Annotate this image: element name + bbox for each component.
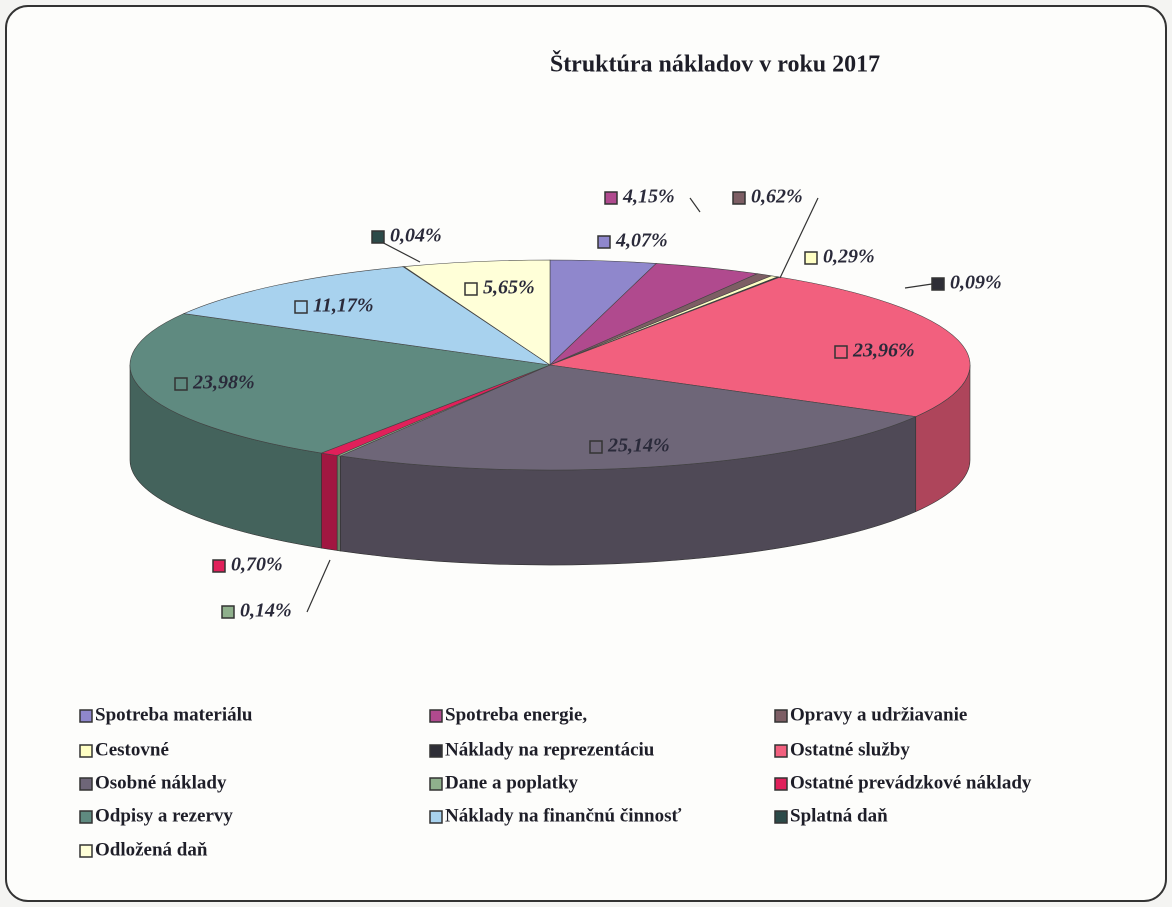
legend-label: Náklady na reprezentáciu: [445, 739, 655, 760]
legend-label: Osobné náklady: [95, 772, 227, 793]
legend-swatch: [774, 744, 788, 758]
label-swatch: [212, 559, 226, 573]
legend-swatch: [429, 810, 443, 824]
legend-label: Odložená daň: [95, 839, 208, 860]
slice: [182, 266, 551, 366]
data-label: 5,65%: [483, 277, 535, 299]
label-swatch: [464, 282, 478, 296]
legend-label: Spotreba materiálu: [95, 704, 253, 725]
label-swatch: [371, 230, 385, 244]
data-label: 23,96%: [852, 340, 915, 362]
label-swatch: [834, 345, 848, 359]
leader-line: [904, 283, 933, 289]
leader-line: [779, 197, 819, 279]
legend-swatch: [429, 709, 443, 723]
leader-line: [689, 197, 701, 213]
label-swatch: [589, 440, 603, 454]
label-swatch: [174, 377, 188, 391]
slice: [129, 313, 552, 454]
legend-label: Dane a poplatky: [445, 772, 579, 793]
legend-label: Opravy a udržiavanie: [790, 704, 967, 725]
legend-swatch: [429, 777, 443, 791]
label-swatch: [221, 605, 235, 619]
legend-swatch: [429, 744, 443, 758]
label-swatch: [294, 300, 308, 314]
data-label: 0,09%: [950, 272, 1002, 294]
legend-label: Odpisy a rezervy: [95, 805, 233, 826]
legend-swatch: [774, 777, 788, 791]
slice: [549, 276, 971, 417]
legend-label: Cestovné: [95, 739, 169, 760]
data-label: 0,70%: [231, 554, 283, 576]
legend-swatch: [79, 709, 93, 723]
data-label: 11,17%: [313, 295, 374, 317]
label-swatch: [604, 191, 618, 205]
legend-label: Ostatné prevádzkové náklady: [790, 772, 1032, 793]
legend-label: Spotreba energie,: [445, 704, 587, 725]
legend-label: Ostatné služby: [790, 739, 910, 760]
legend-swatch: [79, 744, 93, 758]
data-label: 23,98%: [192, 372, 255, 394]
slice-side: [321, 452, 338, 551]
label-swatch: [931, 277, 945, 291]
leader-line: [306, 559, 331, 613]
label-swatch: [597, 235, 611, 249]
label-swatch: [732, 191, 746, 205]
legend-swatch: [774, 709, 788, 723]
data-label: 0,29%: [823, 246, 875, 268]
pie-tops: [129, 259, 971, 471]
legend-swatch: [79, 844, 93, 858]
legend-swatch: [79, 777, 93, 791]
data-label: 25,14%: [607, 435, 670, 457]
data-label: 0,14%: [240, 600, 292, 622]
slice: [339, 364, 917, 471]
legend-label: Splatná daň: [790, 805, 888, 826]
data-label: 0,62%: [751, 186, 803, 208]
data-label: 4,15%: [622, 186, 675, 208]
slice: [403, 259, 551, 366]
legend-swatch: [774, 810, 788, 824]
pie-sides: [129, 364, 971, 566]
legend-swatch: [79, 810, 93, 824]
data-label: 0,04%: [390, 225, 442, 247]
legend-label: Náklady na finančnú činnosť: [445, 805, 681, 826]
chart-title: Štruktúra nákladov v roku 2017: [550, 51, 880, 78]
data-label: 4,07%: [615, 230, 668, 252]
slice-side: [336, 455, 341, 552]
label-swatch: [804, 251, 818, 265]
